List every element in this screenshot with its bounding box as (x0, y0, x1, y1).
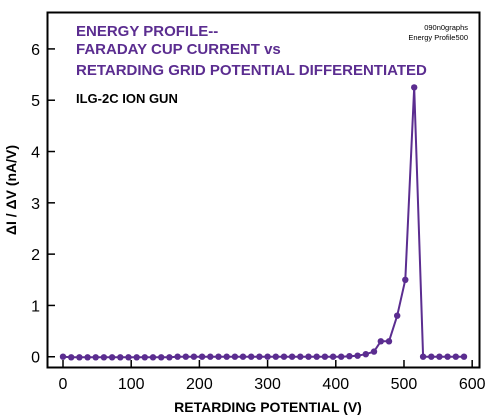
data-point (92, 354, 99, 361)
data-point (215, 353, 222, 360)
data-point (174, 353, 181, 360)
plot-frame (46, 11, 481, 369)
data-point (354, 352, 361, 359)
data-point (182, 353, 189, 360)
y-tick-label: 3 (31, 196, 40, 213)
data-point (231, 353, 239, 360)
data-point (394, 312, 401, 319)
data-point (68, 354, 75, 361)
data-point (313, 353, 320, 360)
data-point (166, 354, 173, 361)
data-point (239, 353, 247, 360)
x-axis-title: RETARDING POTENTIAL (V) (174, 399, 362, 415)
data-point (272, 353, 279, 360)
data-point (59, 353, 67, 360)
series-layer (59, 84, 468, 361)
chart-title-line-3: RETARDING GRID POTENTIAL DIFFERENTIATED (76, 62, 427, 79)
data-point (460, 353, 468, 360)
data-point (377, 338, 384, 345)
x-tick-label: 300 (254, 376, 281, 393)
series-line (62, 86, 464, 359)
data-point (385, 338, 393, 345)
data-point (346, 353, 353, 360)
data-point (436, 353, 443, 360)
y-tick-label: 2 (31, 247, 40, 264)
data-point (402, 276, 409, 283)
x-tick-label: 0 (59, 376, 68, 393)
data-point (84, 354, 91, 361)
data-point (207, 353, 214, 360)
x-tick-label: 600 (459, 376, 486, 393)
x-tick-label: 500 (391, 376, 418, 393)
data-point (198, 353, 206, 360)
data-point (321, 353, 329, 360)
data-point (297, 353, 304, 360)
data-point (158, 354, 165, 361)
data-point (452, 353, 459, 360)
chart-title-line-2: FARADAY CUP CURRENT vs (76, 41, 281, 58)
file-stamp-line-1: 090n0graphs (424, 23, 468, 32)
data-point (370, 348, 378, 355)
y-axis-ticks: 0 1 2 3 4 5 6 (31, 42, 55, 367)
y-tick-label: 5 (31, 93, 40, 110)
data-point (76, 354, 83, 361)
data-point (248, 353, 255, 360)
data-point (100, 354, 108, 361)
data-point (428, 353, 435, 360)
data-point (411, 84, 418, 91)
x-axis-ticks: 0 100 200 300 400 500 600 (59, 360, 486, 393)
data-point (419, 353, 427, 360)
y-tick-label: 4 (31, 145, 40, 162)
data-point (338, 353, 345, 360)
data-point (329, 353, 337, 360)
data-point (256, 353, 263, 360)
data-point (117, 354, 124, 361)
y-tick-label: 6 (31, 42, 40, 59)
chart-subtitle: ILG-2C ION GUN (76, 91, 178, 106)
chart-title-line-1: ENERGY PROFILE-- (76, 23, 218, 40)
data-point (125, 354, 132, 361)
x-tick-label: 400 (322, 376, 349, 393)
file-stamp-line-2: Energy Profile500 (408, 33, 468, 42)
data-point (133, 354, 140, 361)
data-point (288, 353, 296, 360)
data-point (444, 353, 451, 360)
data-point (149, 354, 157, 361)
data-point (305, 353, 312, 360)
y-axis-title: ΔI / ΔV (nA/V) (3, 145, 19, 235)
data-point (264, 353, 271, 360)
data-point (108, 354, 116, 361)
y-tick-label: 1 (31, 298, 40, 315)
y-tick-label: 0 (31, 350, 40, 367)
data-point (280, 353, 288, 360)
x-tick-label: 100 (118, 376, 145, 393)
data-point (362, 351, 369, 358)
x-tick-label: 200 (186, 376, 213, 393)
data-point (141, 354, 148, 361)
data-point (223, 353, 230, 360)
data-point (190, 353, 198, 360)
